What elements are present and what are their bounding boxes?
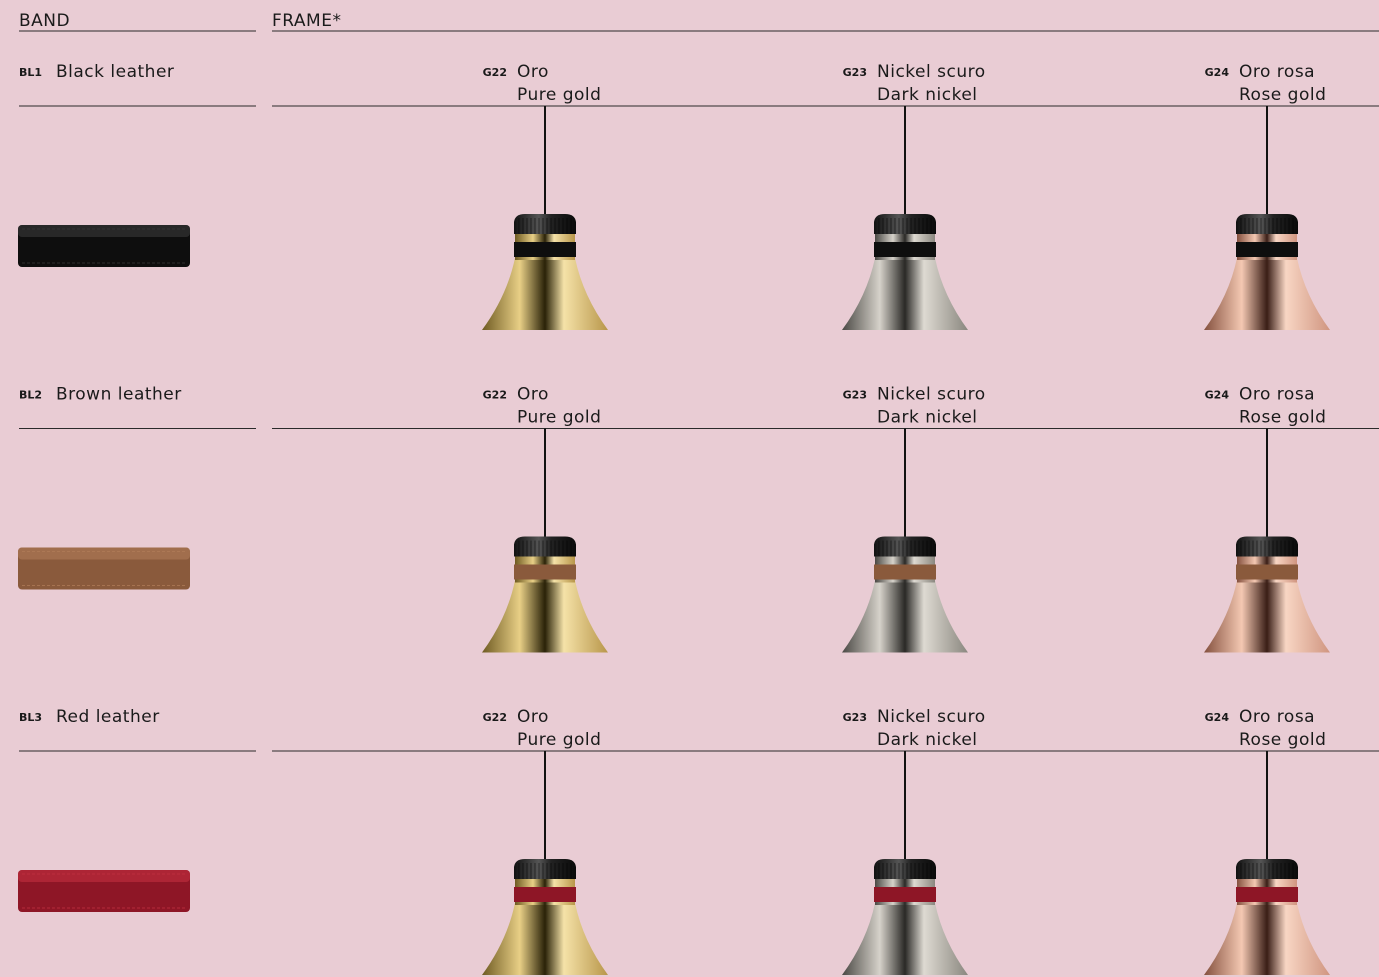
frame-code: G22	[483, 711, 507, 724]
frame-name: Oro	[517, 385, 549, 405]
leather-band	[514, 564, 576, 580]
frame-name-en: Pure gold	[517, 730, 601, 750]
leather-band	[874, 242, 936, 257]
band-code: BL3	[19, 711, 42, 724]
lamp	[482, 428, 608, 653]
cap	[1236, 536, 1298, 557]
frame-name: Oro	[517, 62, 549, 82]
cap	[514, 536, 576, 557]
frame-name: Oro rosa	[1239, 385, 1315, 405]
leather-band	[874, 887, 936, 902]
frame-name: Oro rosa	[1239, 707, 1315, 727]
leather-band	[514, 242, 576, 257]
band-sample	[18, 870, 190, 912]
lamp	[842, 106, 968, 330]
frame-header: FRAME*	[272, 11, 341, 31]
band-name: Red leather	[56, 707, 160, 727]
lamp	[1204, 751, 1330, 975]
band-code: BL1	[19, 66, 42, 79]
frame-name-en: Pure gold	[517, 85, 601, 105]
lamp	[1204, 428, 1330, 653]
band-top	[18, 225, 190, 237]
shade	[1204, 258, 1330, 330]
leather-band	[874, 564, 936, 580]
frame-name: Nickel scuro	[877, 62, 986, 82]
frame-code: G24	[1205, 711, 1230, 724]
frame-name-en: Dark nickel	[877, 85, 978, 105]
shade	[842, 580, 968, 653]
frame-name: Oro rosa	[1239, 62, 1315, 82]
cap	[874, 536, 936, 557]
frame-code: G24	[1205, 66, 1230, 79]
lamp	[1204, 106, 1330, 330]
band-header: BAND	[19, 11, 70, 31]
lamp	[482, 106, 608, 330]
cap	[514, 859, 576, 879]
band-name: Black leather	[56, 62, 174, 82]
cap	[874, 859, 936, 879]
band-code: BL2	[19, 389, 42, 402]
shade	[482, 580, 608, 653]
cap	[1236, 214, 1298, 234]
frame-code: G23	[843, 66, 867, 79]
frame-name-en: Rose gold	[1239, 85, 1326, 105]
shade	[1204, 580, 1330, 653]
lamp	[842, 751, 968, 975]
shade	[842, 903, 968, 975]
frame-code: G22	[483, 389, 507, 402]
frame-code: G24	[1205, 389, 1230, 402]
frame-code: G23	[843, 389, 867, 402]
shade	[482, 258, 608, 330]
cap	[1236, 859, 1298, 879]
leather-band	[1236, 564, 1298, 580]
frame-code: G23	[843, 711, 867, 724]
band-top	[18, 870, 190, 882]
frame-name-en: Rose gold	[1239, 730, 1326, 750]
leather-band	[514, 887, 576, 902]
band-sample	[18, 225, 190, 267]
frame-name-en: Pure gold	[517, 408, 601, 428]
lamp	[482, 751, 608, 975]
lamp	[842, 428, 968, 653]
band-name: Brown leather	[56, 385, 182, 405]
frame-name: Nickel scuro	[877, 707, 986, 727]
cap	[874, 214, 936, 234]
leather-band	[1236, 242, 1298, 257]
band-sample	[18, 547, 190, 590]
frame-name-en: Rose gold	[1239, 408, 1326, 428]
leather-band	[1236, 887, 1298, 902]
frame-name-en: Dark nickel	[877, 408, 978, 428]
frame-name-en: Dark nickel	[877, 730, 978, 750]
cap	[514, 214, 576, 234]
frame-name: Nickel scuro	[877, 385, 986, 405]
shade	[1204, 903, 1330, 975]
frame-code: G22	[483, 66, 507, 79]
frame-name: Oro	[517, 707, 549, 727]
band-top	[18, 547, 190, 560]
shade	[842, 258, 968, 330]
shade	[482, 903, 608, 975]
